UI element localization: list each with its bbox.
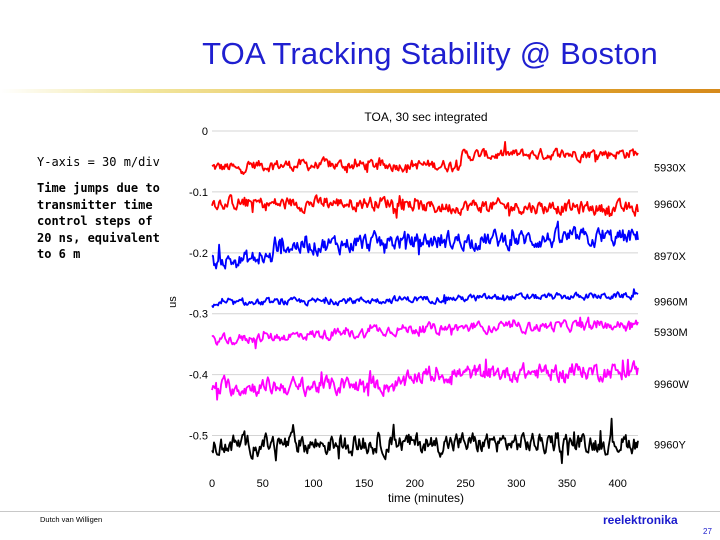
x-tick-label: 200 [406,478,424,490]
series-label-9960y: 9960Y [654,440,686,452]
y-axis-label: us [167,296,179,308]
series-label-9960m: 9960M [654,297,688,309]
x-tick-label: 400 [609,478,627,490]
x-tick-label: 350 [558,478,576,490]
chart-title: TOA, 30 sec integrated [364,110,487,124]
author-name: Dutch van Willigen [40,515,103,524]
x-tick-label: 50 [257,478,269,490]
series-label-5930m: 5930M [654,327,688,339]
series-line-9960w [211,358,639,401]
title-divider [0,89,720,93]
y-axis-note: Y-axis = 30 m/div [37,155,160,169]
series-line-9960y [211,417,639,465]
time-jump-note: Time jumps due to transmitter time contr… [37,181,160,261]
y-tick-label: -0.5 [189,431,208,443]
series-labels: 5930X 9960X 8970X 9960M 5930M 9960W 9960Y [654,163,689,452]
series-label-9960w: 9960W [654,379,689,391]
series-layer [211,140,639,465]
slide-title: TOA Tracking Stability @ Boston [202,36,658,71]
x-axis-label: time (minutes) [388,491,464,505]
series-line-5930m [211,316,639,350]
series-line-9960x [211,194,639,219]
brand-name: reelektronika [603,513,678,527]
y-tick-label: -0.2 [189,248,208,260]
y-tick-label: 0 [202,126,208,138]
x-tick-labels: 0 50 100 150 200 250 300 350 400 [209,478,627,490]
series-label-8970x: 8970X [654,251,686,263]
series-line-8970x [211,220,639,270]
y-tick-label: -0.3 [189,309,208,321]
y-tick-labels: 0 -0.1 -0.2 -0.3 -0.4 -0.5 [189,126,208,443]
y-tick-label: -0.1 [189,187,208,199]
page-number: 27 [703,527,712,536]
series-line-9960m [211,288,639,309]
x-tick-label: 150 [355,478,373,490]
x-tick-label: 100 [304,478,322,490]
x-tick-label: 300 [507,478,525,490]
footer-divider [0,511,720,512]
y-tick-label: -0.4 [189,370,208,382]
series-label-5930x: 5930X [654,163,686,175]
x-tick-label: 0 [209,478,215,490]
x-tick-label: 250 [456,478,474,490]
series-label-9960x: 9960X [654,199,686,211]
series-line-5930x [211,140,639,176]
